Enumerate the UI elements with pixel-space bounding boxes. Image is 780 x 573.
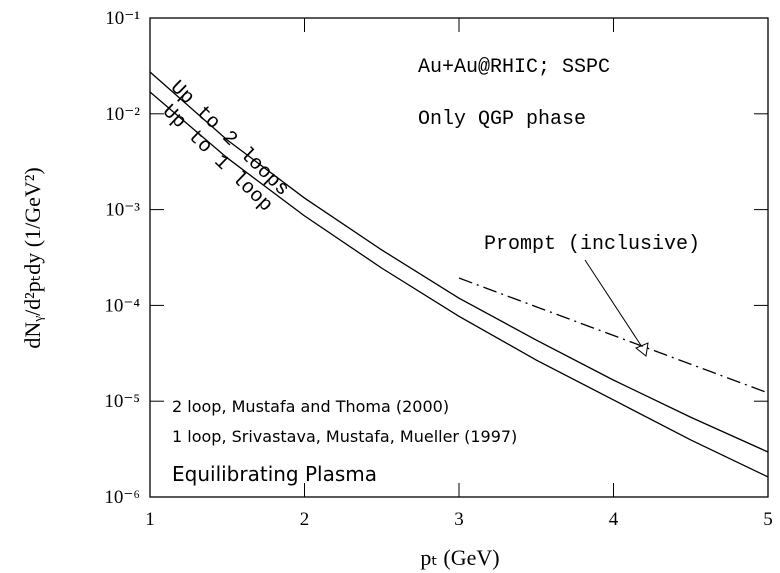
- y-tick-label: 10⁻²: [105, 104, 140, 125]
- x-tick-label: 5: [763, 509, 773, 530]
- x-axis-label: pₜ (GeV): [420, 545, 499, 570]
- x-tick-label: 2: [300, 509, 310, 530]
- annotation: 1 loop, Srivastava, Mustafa, Mueller (19…: [172, 427, 517, 446]
- x-tick-label: 3: [454, 509, 464, 530]
- annotation: Prompt (inclusive): [484, 233, 700, 256]
- arrow: [584, 259, 645, 351]
- annotation: Only QGP phase: [418, 108, 586, 131]
- annotation: Equilibrating Plasma: [172, 462, 377, 486]
- y-tick-label: 10⁻⁴: [104, 295, 140, 316]
- annotation: Au+Au@RHIC; SSPC: [418, 56, 610, 79]
- series-line: [149, 91, 769, 478]
- series-line: [149, 71, 769, 453]
- annotation: 2 loop, Mustafa and Thoma (2000): [172, 397, 449, 416]
- x-tick-label: 1: [145, 509, 155, 530]
- y-axis-label: dNᵧ/d²pₜdy (1/GeV²): [20, 167, 45, 348]
- series-line: [458, 277, 769, 394]
- y-tick-label: 10⁻⁶: [104, 487, 140, 508]
- x-tick-label: 4: [609, 509, 619, 530]
- plot-frame: [149, 17, 769, 498]
- y-tick-label: 10⁻¹: [105, 8, 140, 29]
- y-tick-label: 10⁻³: [105, 200, 140, 221]
- y-tick-label: 10⁻⁵: [104, 391, 140, 412]
